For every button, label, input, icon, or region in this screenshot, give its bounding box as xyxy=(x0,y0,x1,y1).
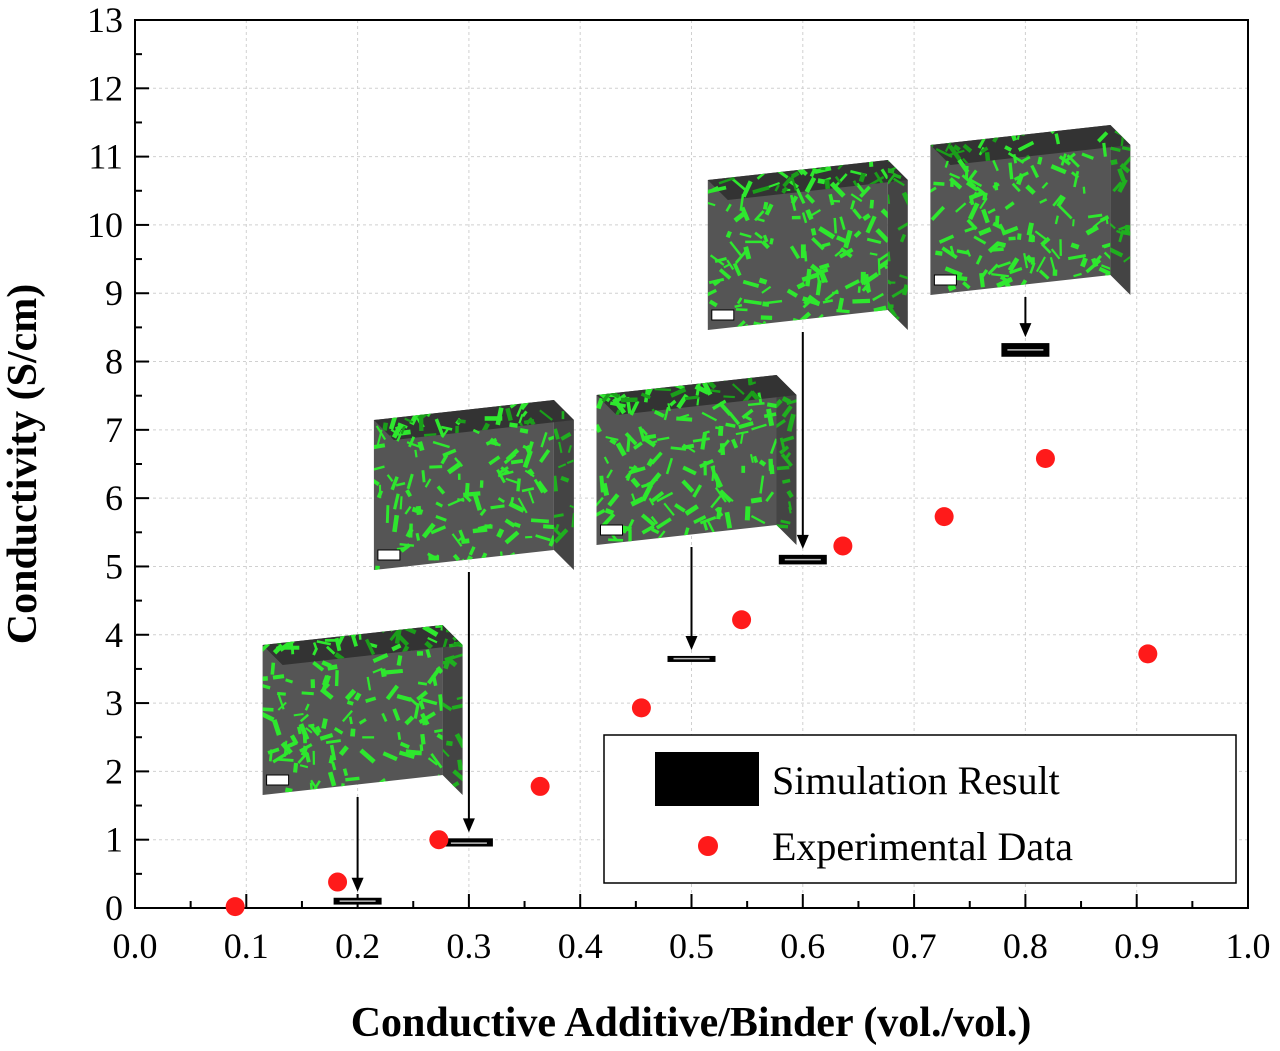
microstructure-cube-0.8 xyxy=(930,125,1131,295)
simulation-series xyxy=(333,343,1050,905)
experimental-series xyxy=(225,449,1158,917)
legend-experimental-marker xyxy=(698,836,718,856)
x-tick-label: 0.7 xyxy=(892,926,937,966)
experimental-point xyxy=(631,698,651,718)
microstructure-cube-0.5 xyxy=(596,375,797,545)
x-tick-label: 0.5 xyxy=(669,926,714,966)
y-tick-label: 13 xyxy=(87,0,123,40)
x-tick-label: 0.6 xyxy=(780,926,825,966)
y-tick-label: 8 xyxy=(105,342,123,382)
axis-triad-icon xyxy=(933,274,957,286)
microstructure-cube-0.2 xyxy=(262,625,463,795)
x-tick-label: 0.8 xyxy=(1003,926,1048,966)
y-axis-title: Conductivity (S/cm) xyxy=(0,284,46,645)
x-tick-label: 0.3 xyxy=(446,926,491,966)
legend-simulation-swatch xyxy=(655,752,759,806)
experimental-point xyxy=(833,536,853,556)
x-tick-label: 0.4 xyxy=(558,926,603,966)
y-tick-label: 1 xyxy=(105,820,123,860)
axis-triad-icon xyxy=(377,549,401,561)
x-tick-labels: 0.0 0.1 0.2 0.3 0.4 0.5 0.6 0.7 0.8 0.9 1.0 xyxy=(113,926,1271,966)
arrow-head xyxy=(1019,323,1032,338)
axis-ticks xyxy=(134,19,1249,909)
arrow-head xyxy=(351,877,364,892)
experimental-point xyxy=(328,872,348,892)
x-tick-label: 0.2 xyxy=(335,926,380,966)
y-tick-label: 0 xyxy=(105,888,123,928)
x-tick-label: 0.0 xyxy=(113,926,158,966)
axis-triad-icon xyxy=(711,309,735,321)
x-tick-label: 0.1 xyxy=(224,926,269,966)
y-tick-label: 11 xyxy=(88,137,123,177)
axis-triad-icon xyxy=(266,774,290,786)
y-tick-label: 2 xyxy=(105,751,123,791)
x-tick-label: 1.0 xyxy=(1226,926,1271,966)
axis-triad-icon xyxy=(600,524,623,536)
experimental-point xyxy=(225,897,245,917)
y-tick-label: 6 xyxy=(105,478,123,518)
microstructure-cube-0.3 xyxy=(373,400,574,570)
y-tick-label: 4 xyxy=(105,615,123,655)
y-tick-label: 5 xyxy=(105,546,123,586)
y-tick-label: 7 xyxy=(105,410,123,450)
experimental-point xyxy=(1035,449,1055,469)
y-tick-label: 9 xyxy=(105,273,123,313)
experimental-point xyxy=(429,830,449,850)
microstructure-cube-0.6 xyxy=(707,160,908,330)
inset-cubes xyxy=(262,125,1131,795)
arrow-head xyxy=(796,534,809,549)
experimental-point xyxy=(1138,644,1158,664)
legend: Simulation Result Experimental Data xyxy=(603,734,1237,884)
legend-simulation-label: Simulation Result xyxy=(772,758,1060,803)
inset-arrows xyxy=(351,297,1032,892)
y-tick-label: 3 xyxy=(105,683,123,723)
y-tick-label: 10 xyxy=(87,205,123,245)
y-tick-label: 12 xyxy=(87,68,123,108)
x-tick-label: 0.9 xyxy=(1114,926,1159,966)
legend-experimental-label: Experimental Data xyxy=(772,824,1073,869)
experimental-point xyxy=(732,610,752,630)
arrow-head xyxy=(462,818,475,833)
experimental-point xyxy=(934,507,954,527)
x-axis-title: Conductive Additive/Binder (vol./vol.) xyxy=(351,1000,1032,1046)
arrow-head xyxy=(685,635,698,650)
experimental-point xyxy=(530,776,550,796)
